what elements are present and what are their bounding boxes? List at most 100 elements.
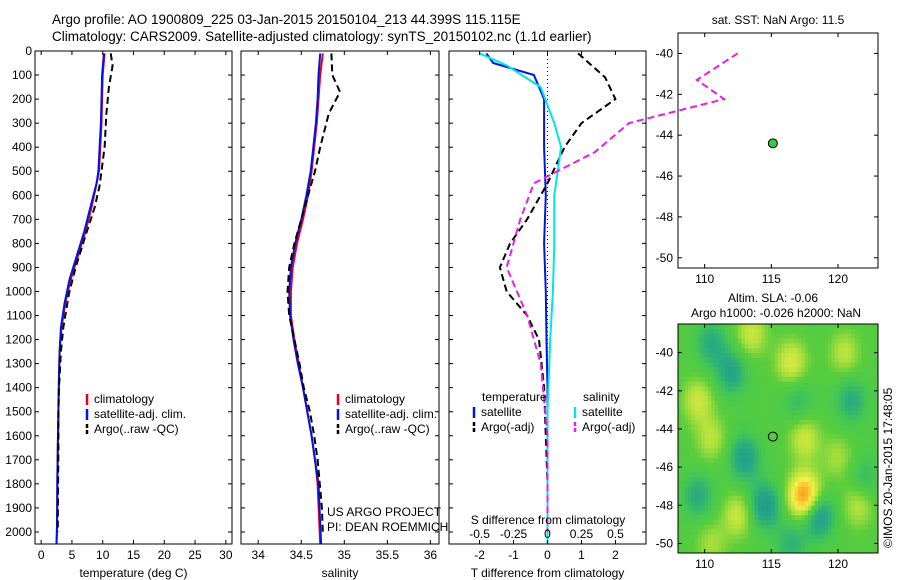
heatmap-cell xyxy=(714,533,719,540)
heatmap-cell xyxy=(821,462,826,468)
heatmap-cell xyxy=(681,357,686,363)
heatmap-cell xyxy=(818,519,822,525)
heatmap-cell xyxy=(764,328,769,334)
heatmap-cell xyxy=(744,409,749,416)
heatmap-cell xyxy=(778,376,782,382)
heatmap-cell xyxy=(694,448,699,454)
heatmap-cell xyxy=(738,343,742,349)
heatmap-cell xyxy=(831,395,836,401)
heatmap-cell xyxy=(864,438,869,444)
heatmap-cell xyxy=(708,443,712,449)
heatmap-cell xyxy=(804,338,809,344)
heatmap-cell xyxy=(714,362,719,368)
heatmap-cell xyxy=(744,471,749,478)
heatmap-cell xyxy=(854,376,859,382)
heatmap-cell xyxy=(751,324,756,330)
heatmap-cell xyxy=(851,438,856,444)
heatmap-cell xyxy=(858,448,862,454)
heatmap-cell xyxy=(731,490,736,497)
heatmap-cell xyxy=(824,343,829,349)
heatmap-cell xyxy=(754,524,759,530)
heatmap-cell xyxy=(728,343,732,349)
heatmap-cell xyxy=(841,424,846,430)
heatmap-cell xyxy=(758,495,762,501)
heatmap-cell xyxy=(754,324,759,330)
heatmap-cell xyxy=(868,500,872,506)
heatmap-cell xyxy=(701,471,706,478)
heatmap-cell xyxy=(804,538,809,544)
heatmap-cell xyxy=(794,471,799,478)
heatmap-cell xyxy=(691,452,696,458)
heatmap-cell xyxy=(868,333,872,339)
heatmap-cell xyxy=(741,338,746,344)
credit-label: ©IMOS 20-Jan-2015 17:48:05 xyxy=(881,387,895,548)
heatmap-cell xyxy=(771,500,776,506)
heatmap-cell xyxy=(691,500,696,506)
heatmap-cell xyxy=(828,538,832,544)
heatmap-cell xyxy=(768,500,772,506)
heatmap-cell xyxy=(738,471,742,478)
heatmap-cell xyxy=(764,500,769,506)
heatmap-cell xyxy=(774,457,779,463)
heatmap-cell xyxy=(828,409,832,416)
heatmap-cell xyxy=(688,381,692,387)
heatmap-cell xyxy=(754,548,759,554)
heatmap-cell xyxy=(868,533,872,540)
heatmap-cell xyxy=(794,343,799,349)
heatmap-cell xyxy=(848,533,852,540)
map-y-tick-label: -40 xyxy=(656,46,674,60)
heatmap-cell xyxy=(781,386,786,392)
heatmap-cell xyxy=(704,338,709,344)
heatmap-cell xyxy=(844,467,849,473)
heatmap-cell xyxy=(868,362,872,368)
heatmap-cell xyxy=(754,505,759,511)
heatmap-cell xyxy=(848,414,852,420)
heatmap-cell xyxy=(734,433,739,439)
heatmap-cell xyxy=(734,548,739,554)
heatmap-cell xyxy=(694,514,699,520)
heatmap-cell xyxy=(784,548,789,554)
heatmap-cell xyxy=(808,514,812,520)
heatmap-cell xyxy=(804,510,809,516)
heatmap-cell xyxy=(681,405,686,411)
heatmap-cell xyxy=(771,352,776,358)
sst-map-title: sat. SST: NaN Argo: 11.5 xyxy=(712,13,845,27)
heatmap-cell xyxy=(844,376,849,382)
heatmap-cell xyxy=(721,500,726,506)
heatmap-cell xyxy=(834,371,839,377)
heatmap-cell xyxy=(681,381,686,387)
heatmap-cell xyxy=(764,543,769,549)
heatmap-cell xyxy=(798,395,802,401)
heatmap-cell xyxy=(871,433,876,439)
heatmap-cell xyxy=(764,324,769,330)
heatmap-cell xyxy=(731,386,736,392)
heatmap-cell xyxy=(788,529,792,535)
heatmap-cell xyxy=(788,490,792,497)
heatmap-cell xyxy=(844,452,849,458)
heatmap-cell xyxy=(824,362,829,368)
heatmap-cell xyxy=(681,376,686,382)
heatmap-cell xyxy=(751,514,756,520)
heatmap-cell xyxy=(694,409,699,416)
heatmap-cell xyxy=(868,386,872,392)
heatmap-cell xyxy=(831,548,836,554)
heatmap-cell xyxy=(724,424,729,430)
heatmap-cell xyxy=(708,467,712,473)
heatmap-cell xyxy=(678,419,682,425)
heatmap-cell xyxy=(714,519,719,525)
heatmap-cell xyxy=(841,428,846,435)
heatmap-cell xyxy=(708,505,712,511)
heatmap-cell xyxy=(834,424,839,430)
heatmap-cell xyxy=(864,452,869,458)
heatmap-cell xyxy=(748,333,752,339)
heatmap-cell xyxy=(734,443,739,449)
heatmap-cell xyxy=(794,500,799,506)
heatmap-cell xyxy=(758,490,762,497)
heatmap-cell xyxy=(718,419,722,425)
heatmap-cell xyxy=(818,328,822,334)
heatmap-cell xyxy=(868,538,872,544)
heatmap-cell xyxy=(694,486,699,492)
heatmap-cell xyxy=(714,438,719,444)
x2-tick-label: 0.5 xyxy=(607,527,624,541)
heatmap-cell xyxy=(701,428,706,435)
